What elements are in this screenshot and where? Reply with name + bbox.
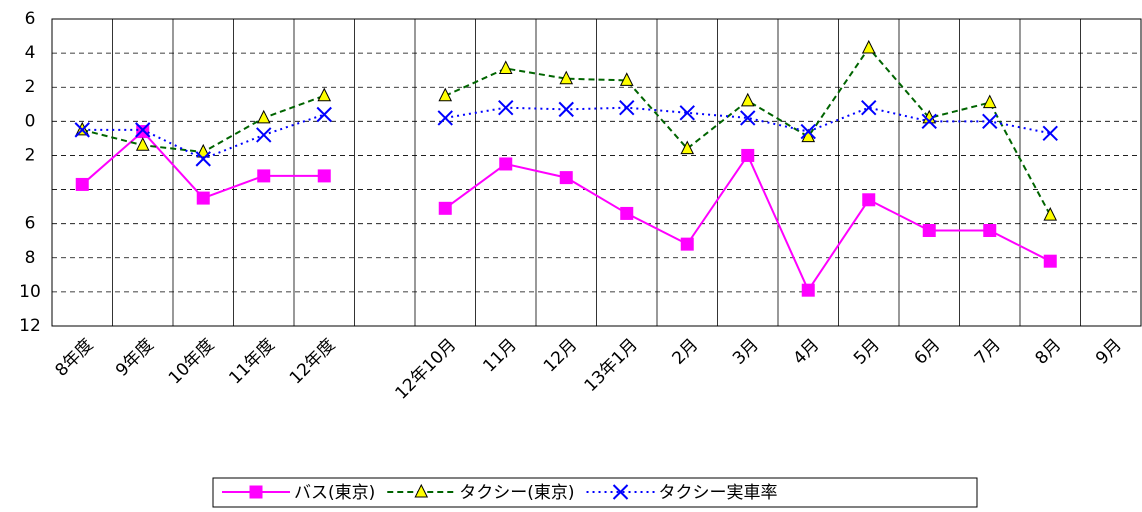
legend-box (212, 477, 978, 508)
x-tick-label: 11年度 (225, 335, 278, 388)
marker-triangle (619, 72, 634, 86)
marker-x (800, 123, 816, 140)
x-tick-label: 9年度 (112, 335, 158, 381)
marker-x (921, 113, 937, 130)
marker-x (135, 122, 151, 138)
x-tick-label: 13年1月 (581, 335, 642, 396)
marker-x (437, 110, 453, 126)
marker-triangle (196, 143, 211, 158)
marker-triangle (982, 94, 997, 109)
marker-square (499, 157, 513, 171)
y-tick-label: 6 (25, 9, 36, 29)
x-tick-label: 7月 (971, 335, 1005, 369)
marker-x (1042, 125, 1058, 141)
marker-x (74, 122, 90, 138)
marker-x (195, 151, 211, 167)
y-tick-label: 12 (19, 316, 41, 336)
marker-square (249, 485, 263, 499)
legend-label: タクシー実車率 (659, 483, 778, 503)
marker-square (680, 237, 694, 251)
marker-square (136, 125, 150, 139)
marker-triangle (740, 92, 755, 107)
marker-x (316, 106, 332, 123)
marker-triangle (135, 137, 150, 151)
x-tick-label: 2月 (669, 335, 703, 369)
x-tick-label: 12年10月 (392, 335, 461, 404)
legend-label: バス(東京) (294, 483, 375, 503)
marker-square (257, 169, 271, 183)
marker-square (438, 201, 452, 215)
marker-square (317, 169, 331, 183)
x-tick-label: 8年度 (51, 335, 97, 381)
marker-x (558, 101, 574, 118)
marker-square (1043, 254, 1057, 268)
marker-triangle (1043, 207, 1058, 221)
legend-label: タクシー(東京) (459, 483, 574, 503)
marker-triangle (438, 87, 453, 102)
x-tick-label: 11月 (479, 335, 520, 376)
x-tick-label: 9月 (1092, 335, 1126, 369)
y-tick-label: 10 (19, 282, 41, 302)
x-tick-label: 12月 (540, 335, 581, 376)
x-tick-label: 10年度 (165, 335, 218, 388)
x-tick-label: 4月 (790, 335, 824, 369)
y-tick-label: 8 (25, 248, 36, 268)
x-tick-label: 3月 (729, 335, 763, 369)
marker-triangle (256, 109, 271, 124)
marker-triangle (317, 87, 332, 102)
marker-x (256, 127, 272, 143)
marker-square (196, 191, 210, 205)
marker-square (922, 223, 936, 237)
marker-square (559, 171, 573, 185)
marker-square (741, 148, 755, 162)
marker-triangle (680, 140, 695, 155)
marker-x (619, 99, 635, 116)
y-tick-label: 4 (25, 43, 36, 63)
x-tick-label: 6月 (911, 335, 945, 369)
y-tick-label: 0 (25, 111, 36, 131)
x-tick-label: 5月 (850, 335, 884, 369)
marker-x (740, 110, 756, 126)
marker-square (862, 193, 876, 207)
marker-triangle (861, 39, 876, 54)
marker-x (498, 99, 514, 116)
marker-square (75, 177, 89, 191)
y-tick-label: 6 (25, 214, 36, 234)
marker-triangle (414, 483, 429, 498)
marker-square (620, 206, 634, 220)
marker-triangle (559, 70, 574, 85)
plot-border (51, 18, 1142, 327)
marker-x (679, 105, 695, 121)
marker-square (983, 223, 997, 237)
marker-x (612, 484, 629, 500)
y-tick-label: 2 (25, 145, 36, 165)
marker-triangle (498, 60, 513, 74)
x-tick-label: 12年度 (286, 335, 339, 388)
marker-x (861, 99, 877, 116)
x-tick-label: 8月 (1032, 335, 1066, 369)
y-tick-label: 2 (25, 77, 36, 97)
marker-square (801, 283, 815, 297)
marker-x (982, 113, 998, 130)
